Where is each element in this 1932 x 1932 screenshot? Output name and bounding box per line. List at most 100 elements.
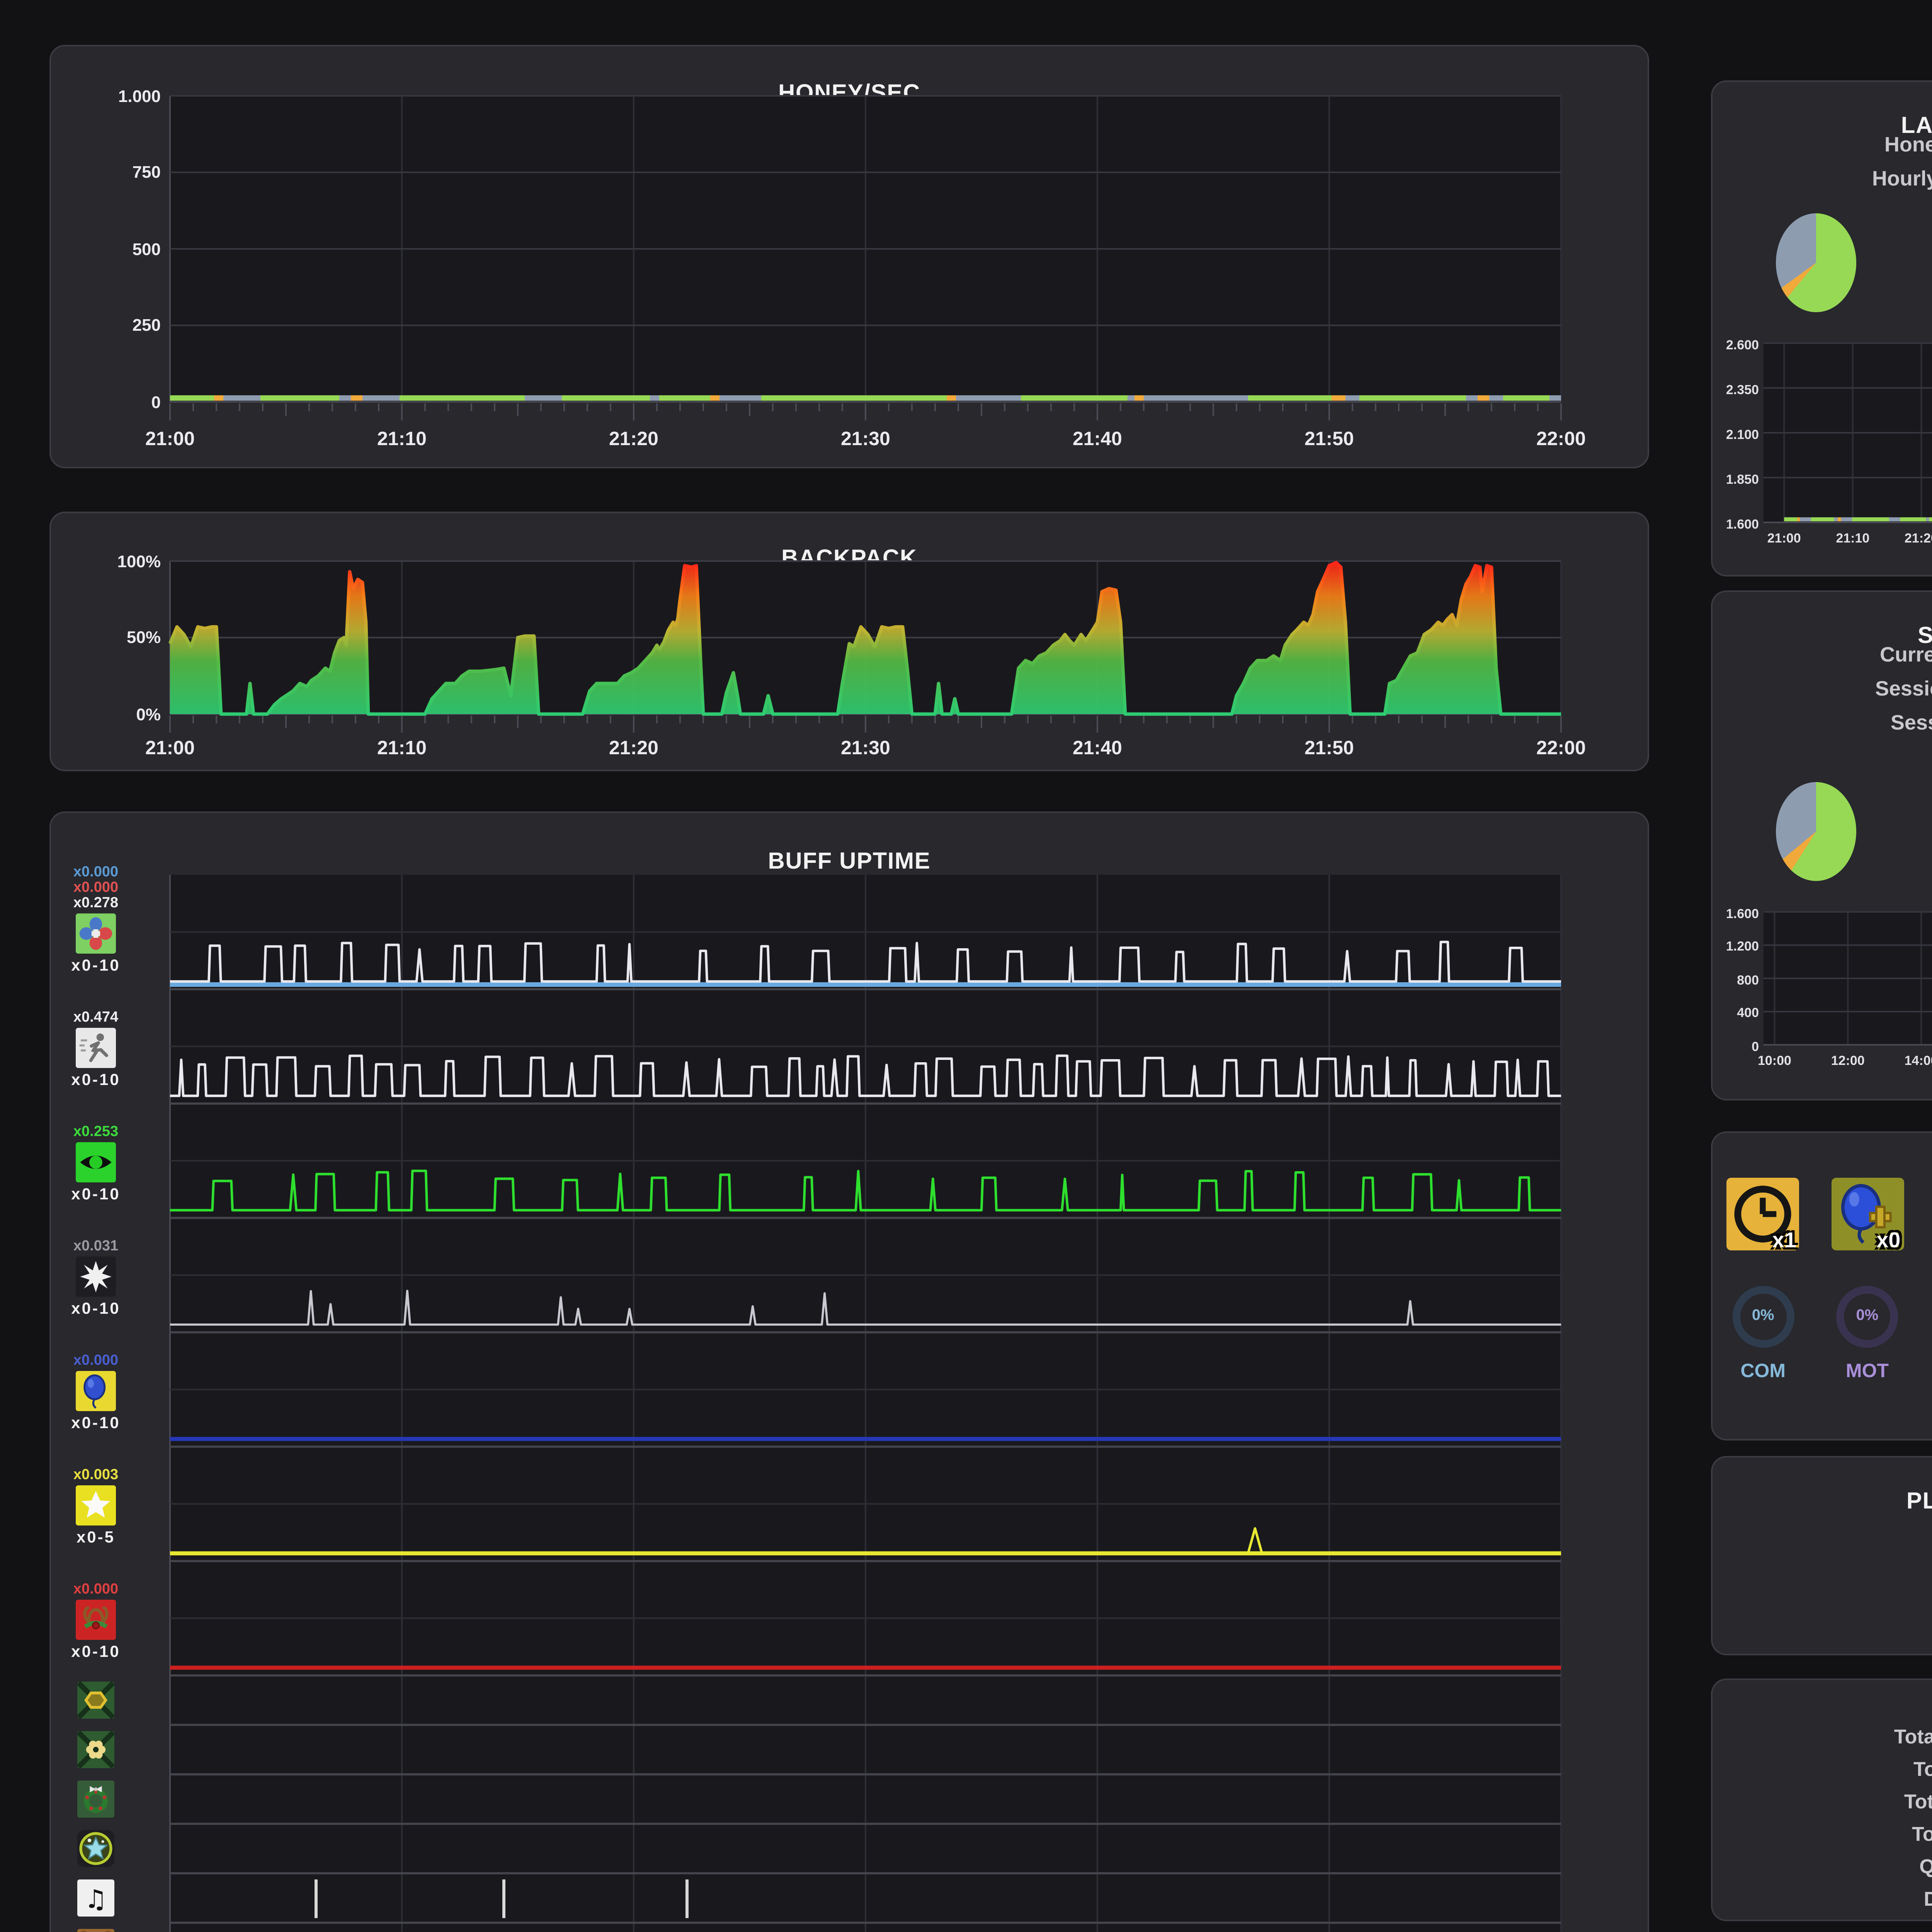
last-hour-legend-label: Other	[1870, 297, 1932, 318]
buff-multiplier-label: x0.031	[73, 1238, 119, 1255]
buff-row-wreath	[77, 1781, 114, 1818]
stat-label: Total Vic Kills	[1913, 1757, 1932, 1781]
last-hour-mini-y-tick: 2.100	[1726, 426, 1759, 441]
buff-multiplier-label: x0.253	[73, 1124, 119, 1141]
backpack-x-tick: 21:20	[609, 737, 658, 759]
star-white-icon	[76, 1485, 116, 1526]
buff-row-flower-flag	[77, 1730, 115, 1769]
session-pie	[1776, 782, 1856, 881]
session-title: SESSION	[1713, 624, 1932, 650]
backpack-y-tick: 50%	[126, 629, 161, 648]
honey-sec-y-tick: 0	[151, 393, 161, 412]
balloon-plus-icon	[1831, 1178, 1904, 1250]
honey-sec-x-tick: 22:00	[1536, 428, 1586, 450]
backpack-x-tick: 21:10	[377, 737, 427, 759]
bear-icon	[77, 1929, 114, 1932]
planters-title: PLANTERS	[1906, 1489, 1932, 1515]
stat-label: Disconnects	[1765, 1887, 1932, 1910]
buff-row-plus-flower	[76, 913, 116, 954]
buff-row-eye	[76, 1142, 116, 1182]
session-y-tick: 0	[1752, 1038, 1759, 1053]
honey-sec-x-tick: 21:30	[841, 428, 890, 450]
last-hour-mini-y-tick: 1.850	[1726, 471, 1759, 486]
last-hour-mini-y-tick: 2.600	[1726, 336, 1759, 352]
backpack-x-tick: 21:30	[841, 737, 890, 759]
session-x-tick: 14:00	[1904, 1053, 1932, 1068]
buff-multiplier-label: x0.474	[73, 1009, 119, 1026]
buff-multiplier-label: x0.278	[73, 895, 119, 912]
last-hour-legend-label: Gather	[1870, 226, 1932, 247]
stat-label: Total Boss Kills	[1894, 1725, 1932, 1748]
session-y-tick: 1.600	[1726, 905, 1759, 920]
honey-sec-plot	[169, 95, 1562, 403]
buff-uptime-plot	[169, 875, 1562, 1932]
backpack-plot	[168, 560, 1562, 716]
buff-row-music-note: ♫	[77, 1879, 114, 1917]
buff-row-star-white	[76, 1485, 116, 1526]
buff-row-runner	[76, 1028, 116, 1068]
buff-range-label: x0-10	[71, 1185, 121, 1204]
buff-range-label: x0-10	[71, 957, 121, 975]
session-row-label: Session Time	[1890, 711, 1932, 734]
stat-label: Quests Done	[1765, 1855, 1932, 1878]
session-y-tick: 800	[1737, 971, 1759, 987]
buff-multiplier-label: x0.003	[73, 1467, 119, 1484]
honey-sec-x-tick: 21:50	[1304, 428, 1354, 450]
backpack-x-tick: 21:00	[145, 737, 195, 759]
session-x-tick: 10:00	[1757, 1053, 1791, 1068]
gauge-label: MOT	[1845, 1360, 1889, 1382]
star-badge-icon	[77, 1830, 114, 1867]
plus-flower-icon	[76, 913, 116, 954]
buff-range-label: x0-10	[71, 1071, 121, 1090]
backpack-axis-ticks	[169, 716, 1562, 733]
gauge-label: COM	[1740, 1360, 1786, 1382]
buff-range-label: x0-10	[71, 1414, 121, 1433]
backpack-x-tick: 21:40	[1073, 737, 1122, 759]
clock-icon	[1726, 1178, 1799, 1250]
last-hour-mini-y-tick: 2.350	[1726, 381, 1759, 396]
eye-icon	[76, 1142, 116, 1182]
balloon-blue-icon	[76, 1371, 116, 1411]
buff-multiplier-label: x0.000	[73, 879, 119, 896]
session-chart	[1764, 911, 1932, 1046]
buff-multiplier-label: x0.000	[73, 864, 119, 881]
buffs-title: BUFFS	[1713, 1165, 1932, 1191]
buff-multiplier-label: x0.000	[73, 1352, 119, 1369]
session-y-tick: 400	[1737, 1005, 1759, 1020]
buff-range-label: x0-5	[76, 1529, 115, 1547]
session-row-label: Current Honey	[1879, 643, 1932, 666]
svg-text:♫: ♫	[84, 1884, 107, 1914]
buff-row-hex-flag	[77, 1681, 115, 1719]
panel-stats: STATS	[1711, 1679, 1932, 1921]
buff-tile-clock: x1	[1726, 1178, 1799, 1250]
buff-count: x1	[1772, 1227, 1796, 1250]
wreath-icon	[77, 1781, 114, 1818]
panel-planters: PLANTERS	[1711, 1456, 1932, 1655]
runner-icon	[76, 1028, 116, 1068]
gauge-value: 0%	[1856, 1308, 1879, 1325]
buff-tile-balloon-plus: x0	[1831, 1178, 1904, 1250]
last-hour-mini-x-tick: 21:20	[1904, 530, 1932, 546]
stat-label: Total Bug Kills	[1904, 1790, 1932, 1813]
last-hour-mini-x-tick: 21:00	[1767, 530, 1801, 546]
gauge-value: 0%	[1752, 1308, 1774, 1325]
honey-sec-x-tick: 21:40	[1073, 428, 1122, 450]
last-hour-mini-y-tick: 1.600	[1726, 515, 1759, 531]
honey-sec-y-tick: 250	[132, 317, 161, 335]
buff-range-label: x0-10	[71, 1643, 121, 1662]
session-x-tick: 12:00	[1831, 1053, 1865, 1068]
buff-row-balloon-blue	[76, 1371, 116, 1411]
last-hour-mini-x-tick: 21:10	[1836, 530, 1870, 546]
antlers-icon	[76, 1600, 116, 1640]
backpack-x-tick: 22:00	[1536, 737, 1586, 759]
music-note-icon: ♫	[77, 1879, 114, 1917]
session-legend-label: Convert	[1870, 830, 1932, 852]
buff-multiplier-label: x0.000	[73, 1581, 119, 1598]
backpack-x-tick: 21:50	[1304, 737, 1354, 759]
session-row-label: Session Honey	[1875, 677, 1932, 700]
backpack-y-tick: 0%	[136, 706, 161, 724]
honey-sec-x-tick: 21:10	[377, 428, 427, 450]
hourly-average-label: Hourly Average	[1872, 167, 1932, 190]
buff-row-antlers	[76, 1600, 116, 1640]
last-hour-title: LAST HOUR	[1901, 113, 1932, 140]
